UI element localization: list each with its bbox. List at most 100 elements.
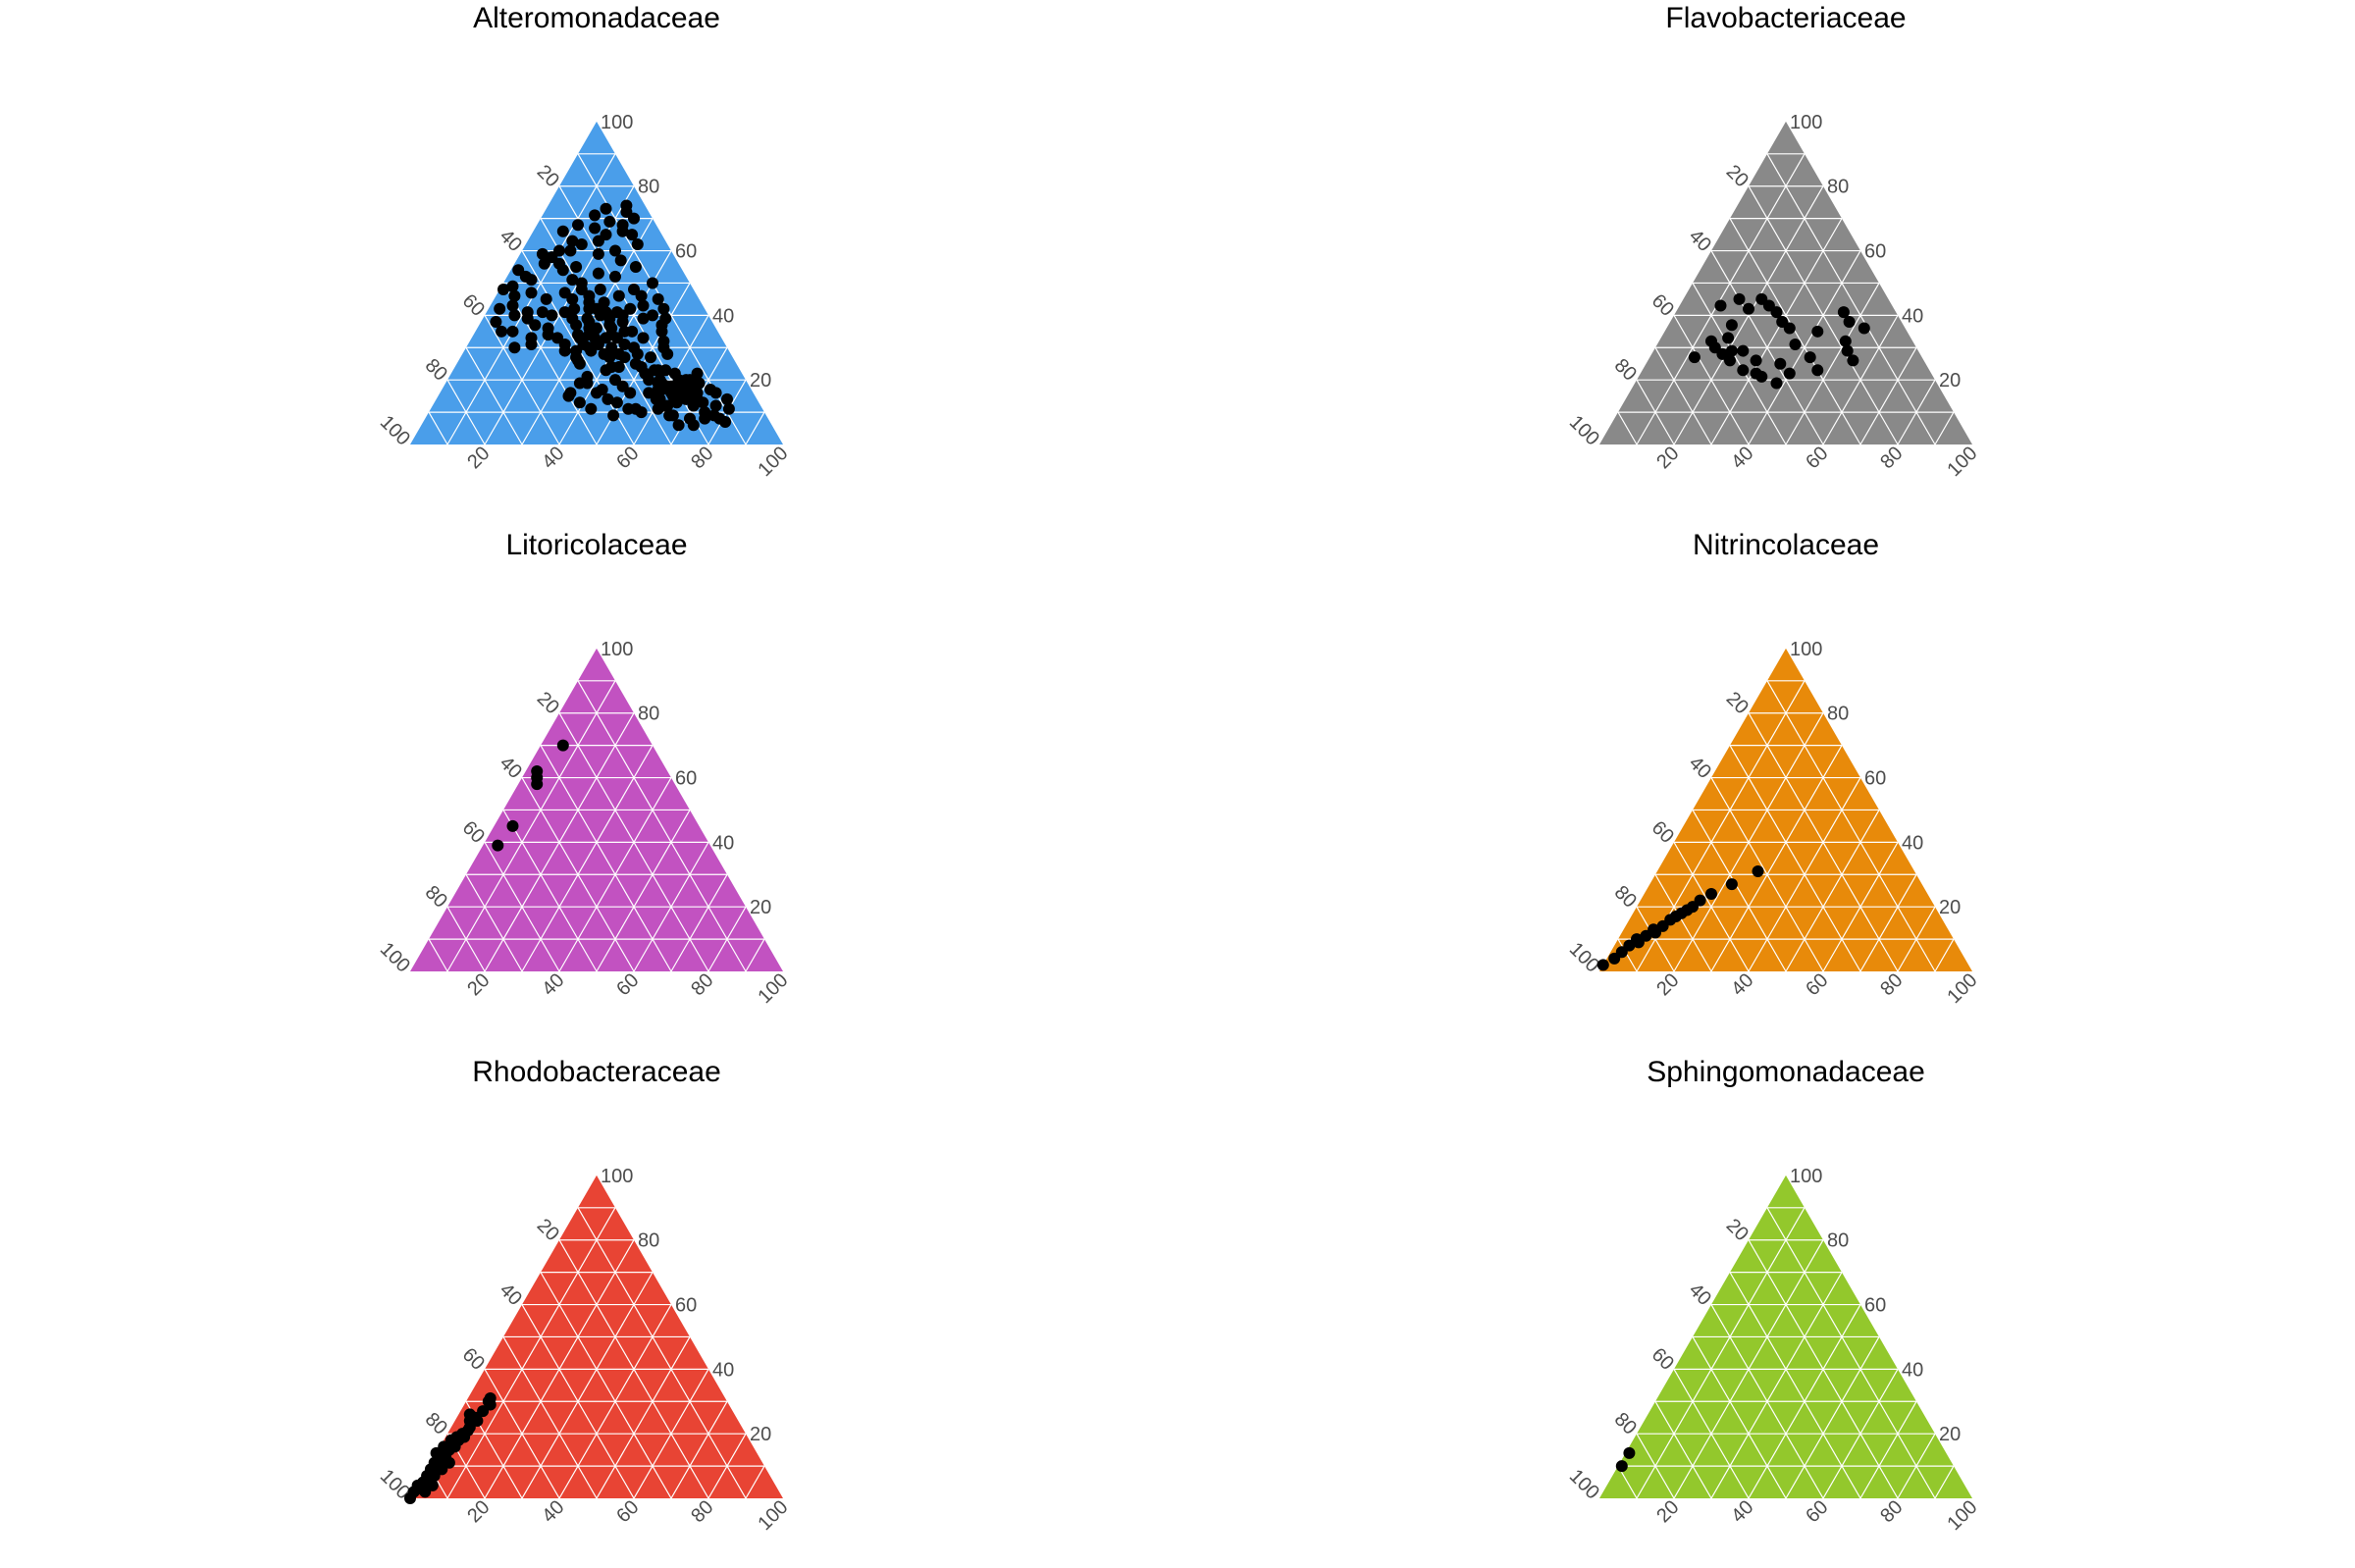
panel-title: Sphingomonadaceae [1647,1056,1925,1088]
tick-label: 40 [1727,443,1757,473]
data-point [525,274,538,287]
gridline [484,842,560,972]
data-point [540,292,552,305]
data-point [637,332,650,344]
data-point [610,396,623,409]
tick-label: 40 [712,1359,734,1381]
data-point [657,302,670,315]
tick-label: 20 [750,897,771,918]
data-points [1688,292,1870,390]
gridline [446,153,616,445]
tick-label: 100 [1943,1496,1981,1535]
tick-label: 60 [675,1295,697,1317]
data-point [1725,878,1738,891]
data-point [645,351,657,364]
gridline [540,218,672,445]
data-point [603,319,616,332]
ternary-panel-alteromonadaceae: Alteromonadaceae100806040202040608010020… [376,2,793,481]
data-point [1694,894,1706,907]
data-point [652,364,664,377]
data-point [629,357,642,370]
gridlines [1617,153,1955,445]
data-point [600,229,612,241]
data-point [542,329,554,341]
data-point [1858,322,1870,335]
tick-label: 80 [638,177,659,198]
data-point [490,315,502,328]
data-point [594,284,606,296]
tick-label: 100 [1790,112,1822,133]
gridline [446,1207,616,1499]
tick-label: 80 [1827,1230,1849,1252]
data-point [564,244,577,257]
data-point [709,399,722,412]
gridline [1654,1400,1712,1499]
data-point [605,329,618,341]
data-point [1743,302,1754,315]
gridline [1636,906,1675,972]
data-point [635,406,648,419]
data-point [618,338,631,350]
gridline [1617,938,1638,972]
data-point [722,402,735,415]
tick-label: 80 [421,881,451,912]
tick-label: 60 [1864,768,1886,790]
data-point [1750,354,1762,367]
data-point [496,325,508,338]
gridline [446,379,486,445]
data-point [687,419,700,432]
gridline [502,283,598,445]
data-point [1847,354,1859,367]
data-point [612,289,625,302]
tick-label: 100 [601,112,633,133]
tick-label: 20 [463,969,494,1000]
data-point [556,739,569,752]
gridline [1859,1400,1917,1499]
tick-label: 100 [601,1166,633,1187]
data-point [1776,315,1789,328]
tick-label: 20 [1939,370,1961,392]
data-point [689,377,702,390]
data-point [652,402,664,415]
gridline [428,411,448,445]
panel-title: Nitrincolaceae [1693,529,1879,561]
data-point [570,261,583,274]
data-point [631,237,644,250]
data-point [461,1424,474,1437]
gridline [577,680,747,972]
gridline [1673,1369,1750,1499]
tick-label: 80 [421,354,451,385]
tick-label: 100 [1790,639,1822,660]
data-point [575,277,588,289]
tick-label: 20 [533,1215,563,1245]
tick-label: 100 [754,443,792,481]
tick-label: 60 [1648,1344,1678,1375]
tick-label: 20 [750,370,771,392]
gridline [1710,1272,1843,1499]
gridline [1636,1433,1675,1499]
tick-label: 60 [1802,969,1832,1000]
data-point [506,280,519,292]
data-point [612,347,625,360]
data-point [691,387,704,399]
gridline [1673,842,1750,972]
tick-label: 40 [712,305,734,327]
gridline [502,1336,598,1499]
data-point [506,325,519,338]
data-point [1632,936,1645,949]
data-point [603,215,616,228]
gridline [1897,379,1936,445]
tick-label: 60 [1864,1295,1886,1317]
data-point [482,1395,495,1408]
tick-label: 100 [754,1496,792,1535]
gridline [465,873,523,972]
tick-label: 60 [612,443,643,473]
gridline [540,1272,672,1499]
data-point [1733,292,1746,305]
gridline [670,873,728,972]
data-point [672,419,685,432]
data-point [589,209,602,222]
